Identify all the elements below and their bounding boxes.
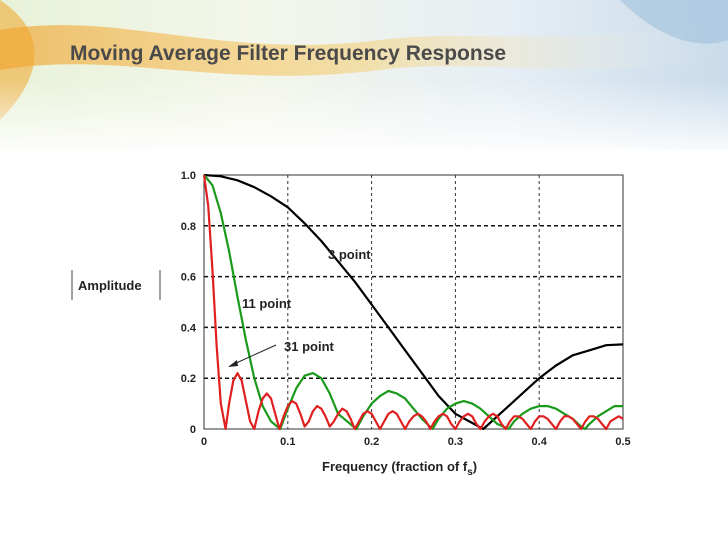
- x-tick-label: 0.5: [615, 436, 630, 448]
- y-tick-label: 0: [190, 424, 196, 436]
- slide-title: Moving Average Filter Frequency Response: [70, 42, 507, 65]
- y-tick-label: 0.2: [181, 373, 196, 385]
- x-axis-label-main: Frequency (fraction of f: [322, 459, 468, 474]
- series-label-3-point: 3 point: [328, 247, 371, 262]
- annotations: 3 point 11 point 31 point: [228, 247, 371, 367]
- chart-figure: 0 0.1 0.2 0.3 0.4 0.5 0 0.2 0.4 0.6 0.8 1.0 3 point…: [62, 168, 640, 476]
- annotation-arrow-31-point: [233, 344, 277, 365]
- series-line-11-point: [203, 174, 623, 431]
- x-tick-label: 0: [201, 436, 207, 448]
- y-tick-label: 0.4: [181, 322, 197, 334]
- series-label-11-point: 11 point: [242, 296, 292, 311]
- plot-frame: [203, 174, 624, 430]
- x-tick-label: 0.2: [364, 436, 379, 448]
- series-label-31-point: 31 point: [284, 339, 335, 354]
- x-tick-label: 0.1: [280, 436, 295, 448]
- tick-labels: 0 0.1 0.2 0.3 0.4 0.5 0 0.2 0.4 0.6 0.8 1.0: [181, 170, 631, 448]
- y-axis-label: Amplitude: [78, 278, 142, 293]
- annotation-arrowhead: [228, 360, 238, 367]
- x-axis-label: Frequency (fraction of fs): [322, 459, 477, 476]
- y-tick-label: 1.0: [181, 170, 196, 182]
- x-axis-label-suffix: ): [473, 459, 477, 474]
- y-tick-label: 0.6: [181, 272, 196, 284]
- x-tick-label: 0.4: [532, 436, 548, 448]
- series-line-31-point: [202, 174, 624, 431]
- x-tick-label: 0.3: [448, 436, 463, 448]
- grid: [203, 174, 624, 430]
- y-tick-label: 0.8: [181, 221, 196, 233]
- x-axis-label-subscript: s: [467, 467, 473, 476]
- series-line-3-point: [203, 173, 624, 431]
- series-lines: [202, 173, 624, 431]
- y-axis-title: Amplitude: [71, 270, 161, 300]
- frequency-response-chart: 0 0.1 0.2 0.3 0.4 0.5 0 0.2 0.4 0.6 0.8 1.0 3 point…: [71, 170, 631, 476]
